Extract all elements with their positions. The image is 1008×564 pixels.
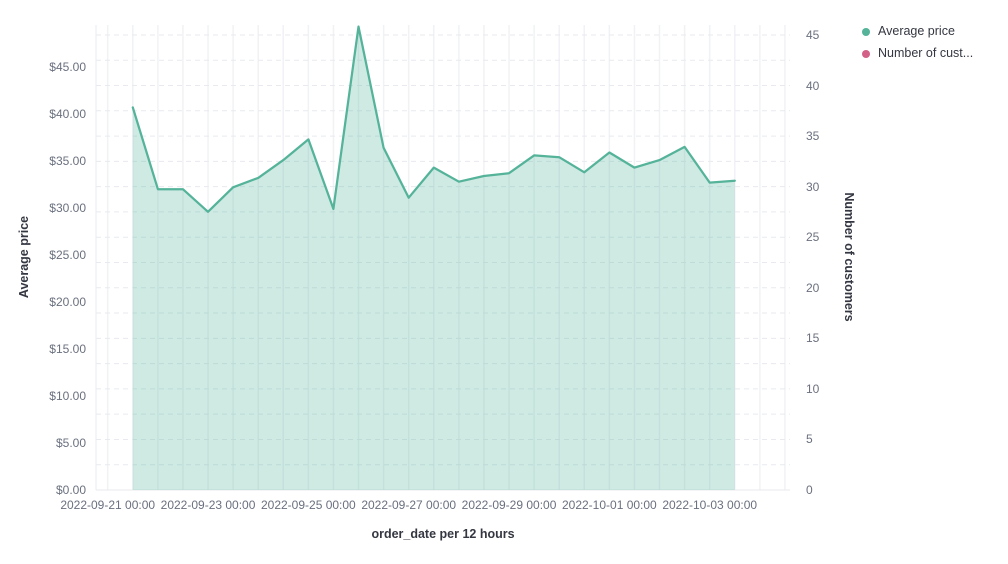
x-axis-tick-label: 2022-09-21 00:00	[60, 498, 156, 512]
y-axis-left-tick-label: $30.00	[49, 201, 86, 215]
x-axis-tick-label: 2022-09-27 00:00	[361, 498, 457, 512]
y-axis-right-tick-label: 5	[806, 432, 813, 447]
y-axis-right-tick-label: 0	[806, 483, 813, 497]
y-axis-left-tick-label: $0.00	[55, 483, 86, 497]
legend-item[interactable]: Average price	[862, 24, 973, 39]
y-axis-left-tick-label: $10.00	[49, 389, 86, 403]
y-axis-left-title: Average price	[17, 215, 31, 299]
legend-series-dot-icon	[862, 27, 870, 36]
average-price-series[interactable]	[131, 25, 736, 490]
y-axis-right-tick-label: 45	[806, 28, 820, 43]
legend-item-label: Average price	[878, 24, 955, 38]
y-axis-right-tick-label: 25	[806, 230, 820, 245]
x-axis-tick-label: 2022-10-01 00:00	[561, 498, 657, 512]
y-axis-right-tick-label: 30	[806, 179, 820, 194]
x-axis-tick-label: 2022-09-29 00:00	[461, 498, 557, 512]
legend: Average price Number of cust...	[862, 24, 973, 68]
y-axis-left-tick-label: $20.00	[49, 295, 86, 309]
x-axis-tick-label: 2022-09-25 00:00	[260, 498, 356, 512]
average-price-area-fill	[132, 26, 735, 490]
y-axis-right-tick-label: 15	[806, 331, 820, 346]
x-axis-title: order_date per 12 hours	[371, 527, 515, 541]
legend-item[interactable]: Number of cust...	[862, 46, 973, 61]
legend-item-label: Number of cust...	[878, 46, 974, 60]
gridlines	[95, 25, 790, 491]
y-axis-left-tick-label: $40.00	[49, 107, 86, 121]
y-axis-right-tick-label: 10	[806, 381, 820, 396]
y-axis-left-tick-label: $5.00	[55, 436, 86, 450]
y-axis-left-tick-label: $25.00	[49, 248, 86, 262]
y-axis-right-tick-label: 20	[806, 280, 820, 295]
chart-canvas[interactable]	[95, 25, 790, 491]
y-axis-right-tick-label: 35	[806, 129, 820, 144]
legend-series-dot-icon	[862, 49, 870, 58]
x-axis-tick-label: 2022-10-03 00:00	[662, 498, 758, 512]
y-axis-left-tick-label: $45.00	[49, 60, 86, 74]
average-price-line	[131, 25, 736, 213]
y-axis-right-title: Number of customers	[842, 192, 856, 322]
y-axis-left-tick-label: $15.00	[49, 342, 86, 356]
x-axis-tick-label: 2022-09-23 00:00	[160, 498, 256, 512]
y-axis-right-tick-label: 40	[806, 78, 820, 93]
y-axis-left-tick-label: $35.00	[49, 154, 86, 168]
